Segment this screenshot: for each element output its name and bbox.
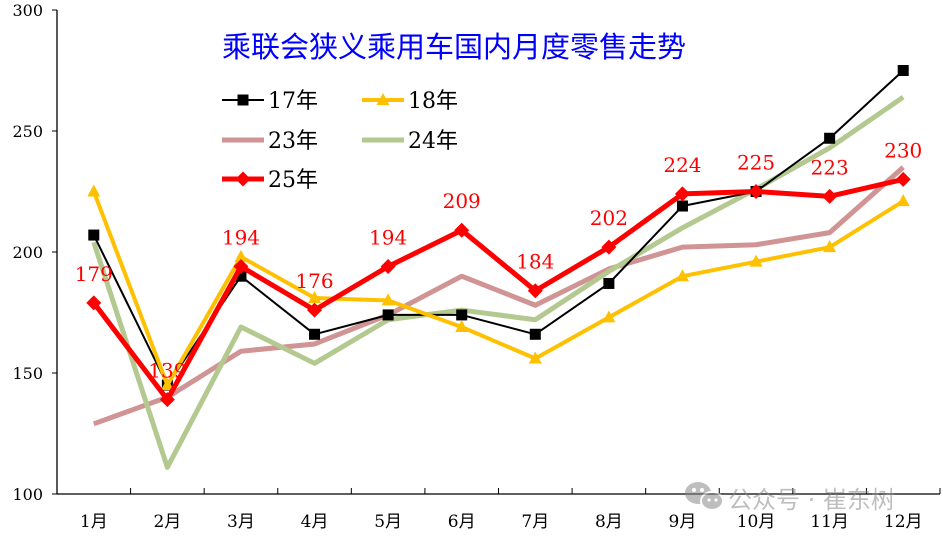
y-tick-label: 150 bbox=[12, 364, 43, 383]
x-tick-label: 5月 bbox=[374, 512, 402, 532]
data-label: 194 bbox=[369, 226, 407, 250]
series-25年 bbox=[86, 171, 911, 408]
x-tick-label: 6月 bbox=[448, 512, 476, 532]
data-label: 209 bbox=[443, 189, 481, 213]
legend-item-24年: 24年 bbox=[362, 129, 458, 154]
y-tick-label: 300 bbox=[12, 1, 43, 20]
legend-item-25年: 25年 bbox=[222, 168, 318, 193]
watermark: 公众号 · 崔东树 bbox=[685, 482, 895, 514]
data-label: 194 bbox=[222, 226, 260, 250]
legend-label: 18年 bbox=[408, 89, 458, 114]
x-tick-label: 12月 bbox=[884, 512, 923, 532]
data-label: 202 bbox=[590, 206, 628, 230]
y-tick-label: 100 bbox=[12, 485, 43, 504]
legend-label: 25年 bbox=[268, 168, 318, 193]
x-tick-label: 7月 bbox=[521, 512, 549, 532]
legend-item-17年: 17年 bbox=[222, 89, 318, 114]
data-label: 176 bbox=[295, 269, 333, 293]
x-tick-label: 8月 bbox=[595, 512, 623, 532]
x-tick-label: 9月 bbox=[669, 512, 697, 532]
legend-item-18年: 18年 bbox=[362, 89, 458, 114]
series-group bbox=[86, 65, 911, 470]
x-tick-label: 10月 bbox=[737, 512, 776, 532]
x-tick-label: 11月 bbox=[810, 512, 849, 532]
data-label: 223 bbox=[811, 155, 849, 179]
x-tick-label: 1月 bbox=[80, 512, 108, 532]
legend-label: 23年 bbox=[268, 129, 318, 154]
axes: 100 150 200 250 300 1月 2月 3月 4月 5月 6月 7月 8月 9月 10月 11月 1… bbox=[12, 1, 941, 532]
legend-item-23年: 23年 bbox=[222, 129, 318, 154]
wechat-icon bbox=[685, 482, 724, 511]
series-24年 bbox=[91, 95, 905, 470]
x-tick-label: 3月 bbox=[227, 512, 255, 532]
legend-label: 24年 bbox=[408, 129, 458, 154]
data-label: 179 bbox=[75, 262, 113, 286]
legend-label: 17年 bbox=[268, 89, 318, 114]
legend: 17年 18年 23年 24年 25年 bbox=[222, 89, 458, 193]
x-tick-label: 2月 bbox=[153, 512, 181, 532]
y-tick-label: 250 bbox=[12, 122, 43, 141]
y-tick-label: 200 bbox=[12, 243, 43, 262]
series-23年 bbox=[92, 165, 905, 427]
data-label: 225 bbox=[737, 151, 775, 175]
data-label: 224 bbox=[663, 153, 701, 177]
series-18年 bbox=[87, 184, 910, 391]
data-label: 184 bbox=[516, 250, 554, 274]
data-labels: 179 139 194 176 194 209 184 202 224 225 223 230 bbox=[75, 138, 923, 382]
chart-title: 乘联会狭义乘用车国内月度零售走势 bbox=[222, 30, 686, 64]
data-label: 139 bbox=[148, 359, 186, 383]
data-label: 230 bbox=[884, 138, 922, 162]
x-tick-label: 4月 bbox=[301, 512, 329, 532]
watermark-text: 公众号 · 崔东树 bbox=[728, 486, 895, 514]
